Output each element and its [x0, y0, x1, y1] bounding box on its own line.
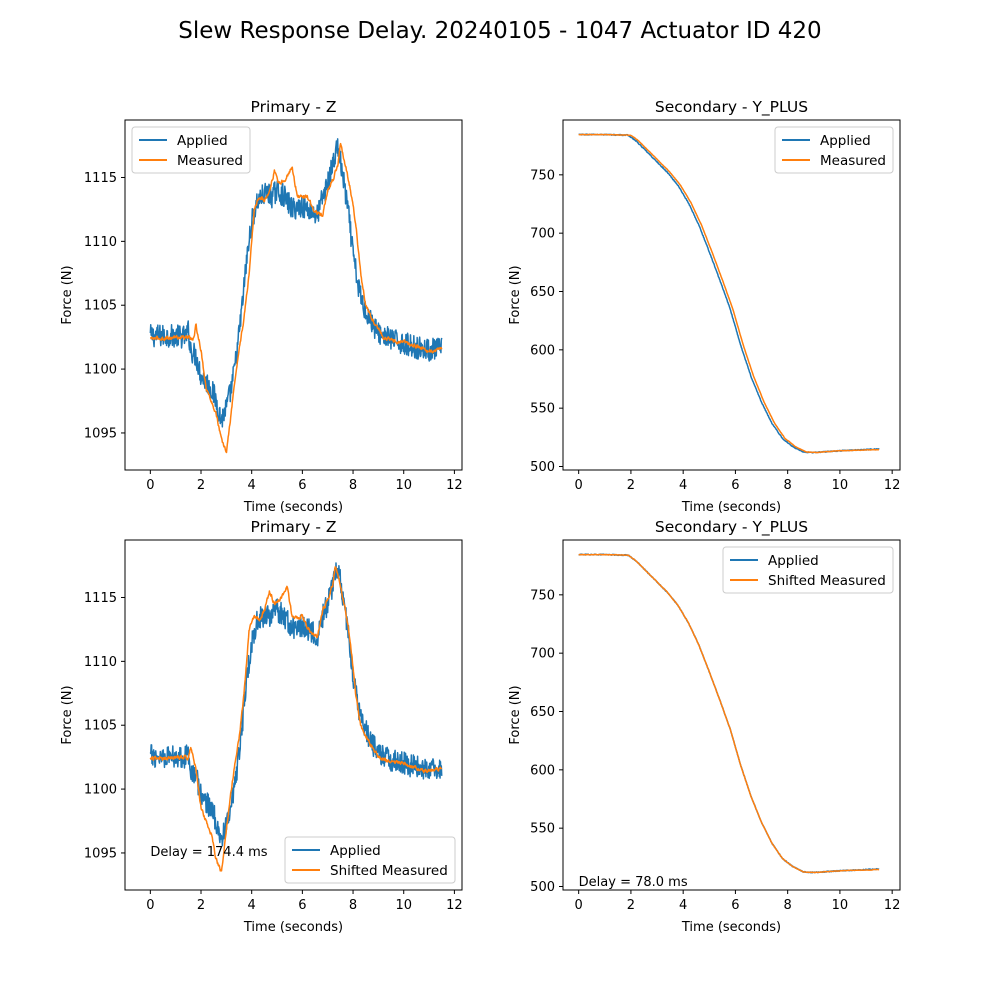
y-tick-label: 1110: [84, 235, 117, 250]
x-tick-label: 4: [248, 478, 256, 493]
y-tick-label: 500: [530, 460, 555, 475]
legend-entry: Measured: [820, 153, 886, 169]
y-axis-label: Force (N): [508, 685, 523, 744]
y-tick-label: 550: [530, 822, 555, 837]
x-axis-label: Time (seconds): [243, 920, 343, 935]
y-tick-label: 600: [530, 763, 555, 778]
y-tick-label: 1100: [84, 363, 117, 378]
legend: Applied Measured: [131, 126, 251, 174]
series-line-2: [578, 553, 880, 874]
y-tick-label: 700: [530, 647, 555, 662]
y-tick-label: 750: [530, 588, 555, 603]
legend-entry: Applied: [820, 133, 871, 149]
y-tick-label: 1115: [84, 171, 117, 186]
legend-box: [774, 126, 894, 174]
legend-box: [722, 546, 894, 594]
y-tick-label: 1115: [84, 591, 117, 606]
y-tick-label: 1105: [84, 299, 117, 314]
legend: Applied Shifted Measured: [284, 836, 456, 884]
x-tick-label: 4: [679, 898, 687, 913]
x-tick-label: 12: [446, 478, 463, 493]
y-tick-label: 650: [530, 285, 555, 300]
legend-entry: Shifted Measured: [330, 863, 448, 879]
axes-frame: [562, 539, 901, 891]
delay-annotation: Delay = 174.4 ms: [150, 845, 267, 860]
x-tick-label: 0: [146, 478, 154, 493]
subplot-title: Primary - Z: [251, 518, 337, 536]
x-tick-label: 10: [832, 478, 849, 493]
x-tick-label: 2: [197, 898, 205, 913]
legend-entry: Applied: [768, 553, 819, 569]
x-tick-label: 12: [884, 898, 901, 913]
x-tick-label: 10: [395, 898, 412, 913]
series-line-2: [578, 133, 880, 454]
legend-entry: Applied: [177, 133, 228, 149]
series-line-1: [149, 138, 443, 428]
legend: Applied Shifted Measured: [722, 546, 894, 594]
figure-title: Slew Response Delay. 20240105 - 1047 Act…: [178, 18, 821, 44]
x-tick-label: 8: [784, 478, 792, 493]
subplot-2: 0 2 4 6 8 10 12 500 550 600 650 700 750 Secondary - Y…: [508, 98, 901, 515]
y-tick-label: 600: [530, 343, 555, 358]
y-tick-label: 1095: [84, 426, 117, 441]
y-axis-label: Force (N): [60, 265, 75, 324]
x-tick-label: 0: [575, 478, 583, 493]
subplot-3: 0 2 4 6 8 10 12 1095 1100 1105 1110 1115 Primary - Z…: [60, 518, 463, 935]
y-tick-label: 500: [530, 880, 555, 895]
subplot-title: Primary - Z: [251, 98, 337, 116]
x-tick-label: 8: [349, 898, 357, 913]
subplot-4: 0 2 4 6 8 10 12 500 550 600 650 700 750 Secondary - Y…: [508, 518, 901, 935]
subplot-title: Secondary - Y_PLUS: [655, 98, 808, 117]
legend: Applied Measured: [774, 126, 894, 174]
y-axis-label: Force (N): [60, 685, 75, 744]
x-tick-label: 6: [731, 478, 739, 493]
x-tick-label: 12: [446, 898, 463, 913]
x-tick-label: 6: [298, 478, 306, 493]
delay-annotation: Delay = 78.0 ms: [579, 875, 688, 890]
x-tick-label: 2: [197, 478, 205, 493]
x-tick-label: 6: [298, 898, 306, 913]
y-tick-label: 750: [530, 168, 555, 183]
x-tick-label: 10: [832, 898, 849, 913]
y-tick-label: 1105: [84, 719, 117, 734]
y-tick-label: 1100: [84, 783, 117, 798]
x-tick-label: 6: [731, 898, 739, 913]
legend-entry: Measured: [177, 153, 243, 169]
subplot-grid: 0 2 4 6 8 10 12 1095 1100 1105 1110 1115 Primary - Z…: [60, 98, 901, 935]
x-tick-label: 12: [884, 478, 901, 493]
subplot-1: 0 2 4 6 8 10 12 1095 1100 1105 1110 1115 Primary - Z…: [60, 98, 463, 515]
legend-box: [284, 836, 456, 884]
axes-frame: [124, 539, 463, 891]
y-axis-label: Force (N): [508, 265, 523, 324]
y-tick-label: 1110: [84, 655, 117, 670]
y-tick-label: 550: [530, 402, 555, 417]
y-tick-label: 1095: [84, 846, 117, 861]
series-line-2: [150, 142, 443, 454]
x-tick-label: 2: [627, 478, 635, 493]
y-tick-label: 700: [530, 227, 555, 242]
axes-frame: [562, 119, 901, 471]
y-tick-label: 650: [530, 705, 555, 720]
series-line-2: [149, 566, 443, 872]
x-tick-label: 8: [784, 898, 792, 913]
x-tick-label: 0: [146, 898, 154, 913]
x-tick-label: 8: [349, 478, 357, 493]
x-axis-label: Time (seconds): [243, 500, 343, 515]
legend-entry: Shifted Measured: [768, 573, 886, 589]
legend-box: [131, 126, 251, 174]
x-tick-label: 10: [395, 478, 412, 493]
x-tick-label: 4: [248, 898, 256, 913]
subplot-title: Secondary - Y_PLUS: [655, 518, 808, 537]
legend-entry: Applied: [330, 843, 381, 859]
x-tick-label: 2: [627, 898, 635, 913]
x-tick-label: 4: [679, 478, 687, 493]
x-tick-label: 0: [575, 898, 583, 913]
x-axis-label: Time (seconds): [681, 920, 781, 935]
x-axis-label: Time (seconds): [681, 500, 781, 515]
axes-frame: [124, 119, 463, 471]
